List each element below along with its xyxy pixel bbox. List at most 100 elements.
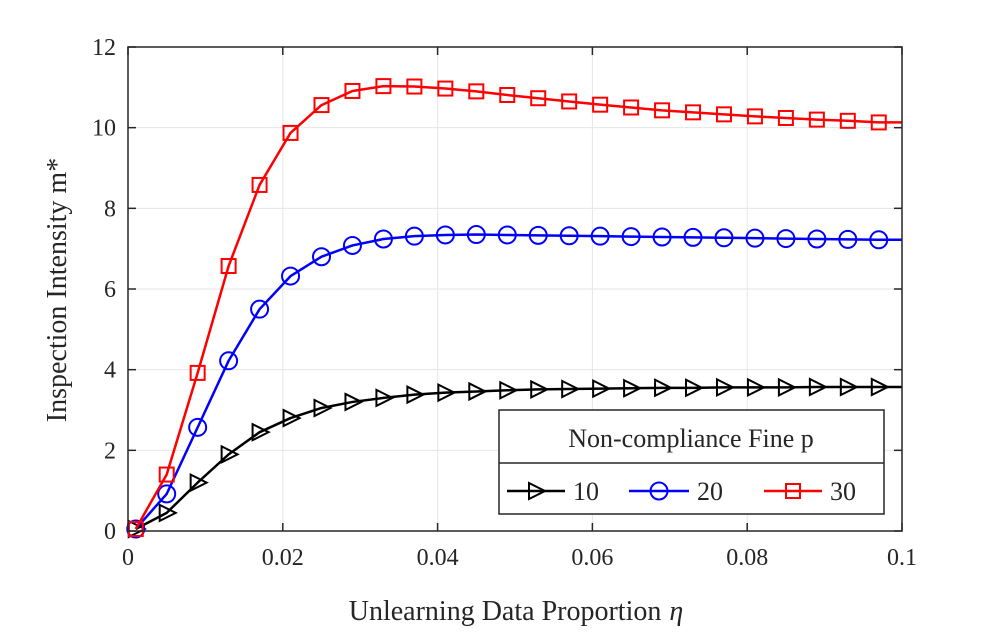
data-point-10 (592, 379, 612, 399)
data-point-20 (745, 228, 765, 248)
data-point-20 (590, 226, 610, 246)
data-point-20 (188, 417, 208, 437)
data-point-20 (219, 351, 239, 371)
legend-marker-30 (785, 483, 801, 499)
data-point-20 (435, 225, 455, 245)
data-point-10 (468, 381, 488, 402)
data-point-20 (559, 226, 579, 246)
ticks: 0 0.02 0.04 0.06 0.08 0.1 0 2 4 6 8 10 12 (92, 35, 917, 571)
y-tick-label: 0 (104, 519, 116, 545)
data-point-10 (282, 408, 302, 428)
data-point-30 (313, 97, 330, 114)
data-point-20 (404, 226, 424, 246)
data-point-20 (807, 229, 827, 249)
y-tick-label: 8 (104, 196, 116, 222)
data-point-20 (466, 225, 486, 245)
x-axis-label-symbol: η (669, 596, 683, 627)
data-point-20 (776, 229, 796, 249)
x-axis-label-text: Unlearning Data Proportion (349, 596, 662, 627)
data-point-30 (623, 99, 640, 116)
data-point-10 (189, 472, 209, 493)
data-point-10 (344, 392, 364, 412)
data-point-10 (746, 377, 767, 398)
data-point-20 (342, 235, 362, 255)
data-point-10 (561, 379, 581, 399)
data-point-30 (654, 102, 671, 119)
data-point-30 (220, 258, 237, 275)
legend-box (498, 409, 885, 515)
data-point-10 (654, 378, 674, 398)
x-tick-label: 0.08 (726, 545, 768, 571)
data-point-20 (621, 227, 641, 247)
data-point-10 (375, 388, 395, 408)
legend: Non-compliance Fine p 10 20 30 (498, 409, 885, 515)
data-point-20 (126, 519, 146, 539)
data-point-10 (530, 379, 550, 400)
data-point-20 (497, 225, 517, 245)
data-point-30 (839, 112, 856, 129)
legend-item-30: 30 (764, 477, 856, 506)
data-point-20 (373, 229, 393, 249)
y-tick-label: 12 (92, 35, 116, 61)
x-tick-label: 0.1 (887, 545, 917, 571)
y-axis-label: Inspection Intensity m* (42, 158, 73, 422)
data-point-10 (220, 444, 240, 464)
x-tick-label: 0.02 (262, 545, 304, 571)
data-point-30 (375, 78, 392, 95)
data-point-20 (869, 230, 889, 250)
legend-items: 10 20 30 (507, 477, 856, 506)
data-point-10 (158, 503, 178, 523)
series-layer (126, 78, 902, 539)
data-point-30 (437, 80, 454, 97)
grid (127, 46, 903, 532)
y-tick-label: 10 (92, 116, 116, 142)
data-point-20 (838, 229, 858, 249)
data-point-10 (715, 377, 736, 398)
legend-marker-20 (649, 481, 669, 501)
data-point-10 (808, 377, 829, 397)
data-point-30 (189, 364, 206, 381)
data-point-10 (839, 377, 860, 397)
data-point-30 (530, 90, 547, 107)
data-point-30 (561, 93, 578, 110)
data-point-30 (468, 83, 485, 100)
x-tick-label: 0 (122, 545, 134, 571)
data-point-30 (251, 176, 268, 193)
legend-item-10: 10 (507, 477, 599, 506)
data-point-30 (746, 108, 763, 125)
data-point-30 (406, 78, 423, 95)
y-tick-label: 4 (104, 358, 116, 384)
legend-label-10: 10 (573, 477, 599, 506)
data-point-30 (158, 466, 175, 483)
data-point-30 (777, 109, 794, 126)
y-tick-label: 6 (104, 277, 116, 303)
data-point-30 (282, 124, 299, 141)
data-point-30 (344, 82, 361, 99)
series-line-30 (134, 84, 902, 530)
data-point-20 (250, 299, 270, 319)
data-point-20 (652, 227, 672, 247)
legend-marker-10 (528, 481, 548, 501)
series-20 (126, 225, 902, 539)
data-point-20 (714, 228, 734, 248)
data-point-20 (683, 227, 703, 247)
data-point-20 (281, 266, 301, 286)
data-point-10 (685, 378, 705, 398)
legend-label-20: 20 (697, 477, 723, 506)
data-point-30 (499, 86, 516, 103)
data-point-10 (437, 383, 457, 403)
legend-label-30: 30 (830, 477, 856, 506)
data-point-10 (777, 377, 798, 398)
data-point-20 (157, 484, 177, 504)
y-tick-label: 2 (104, 438, 116, 464)
data-point-10 (870, 377, 891, 397)
x-axis-label: Unlearning Data Proportion η (349, 596, 683, 627)
data-point-30 (592, 96, 609, 113)
data-point-10 (406, 385, 426, 405)
data-point-10 (623, 378, 643, 398)
data-point-30 (685, 104, 702, 121)
series-10 (127, 377, 902, 539)
series-30 (127, 78, 902, 537)
